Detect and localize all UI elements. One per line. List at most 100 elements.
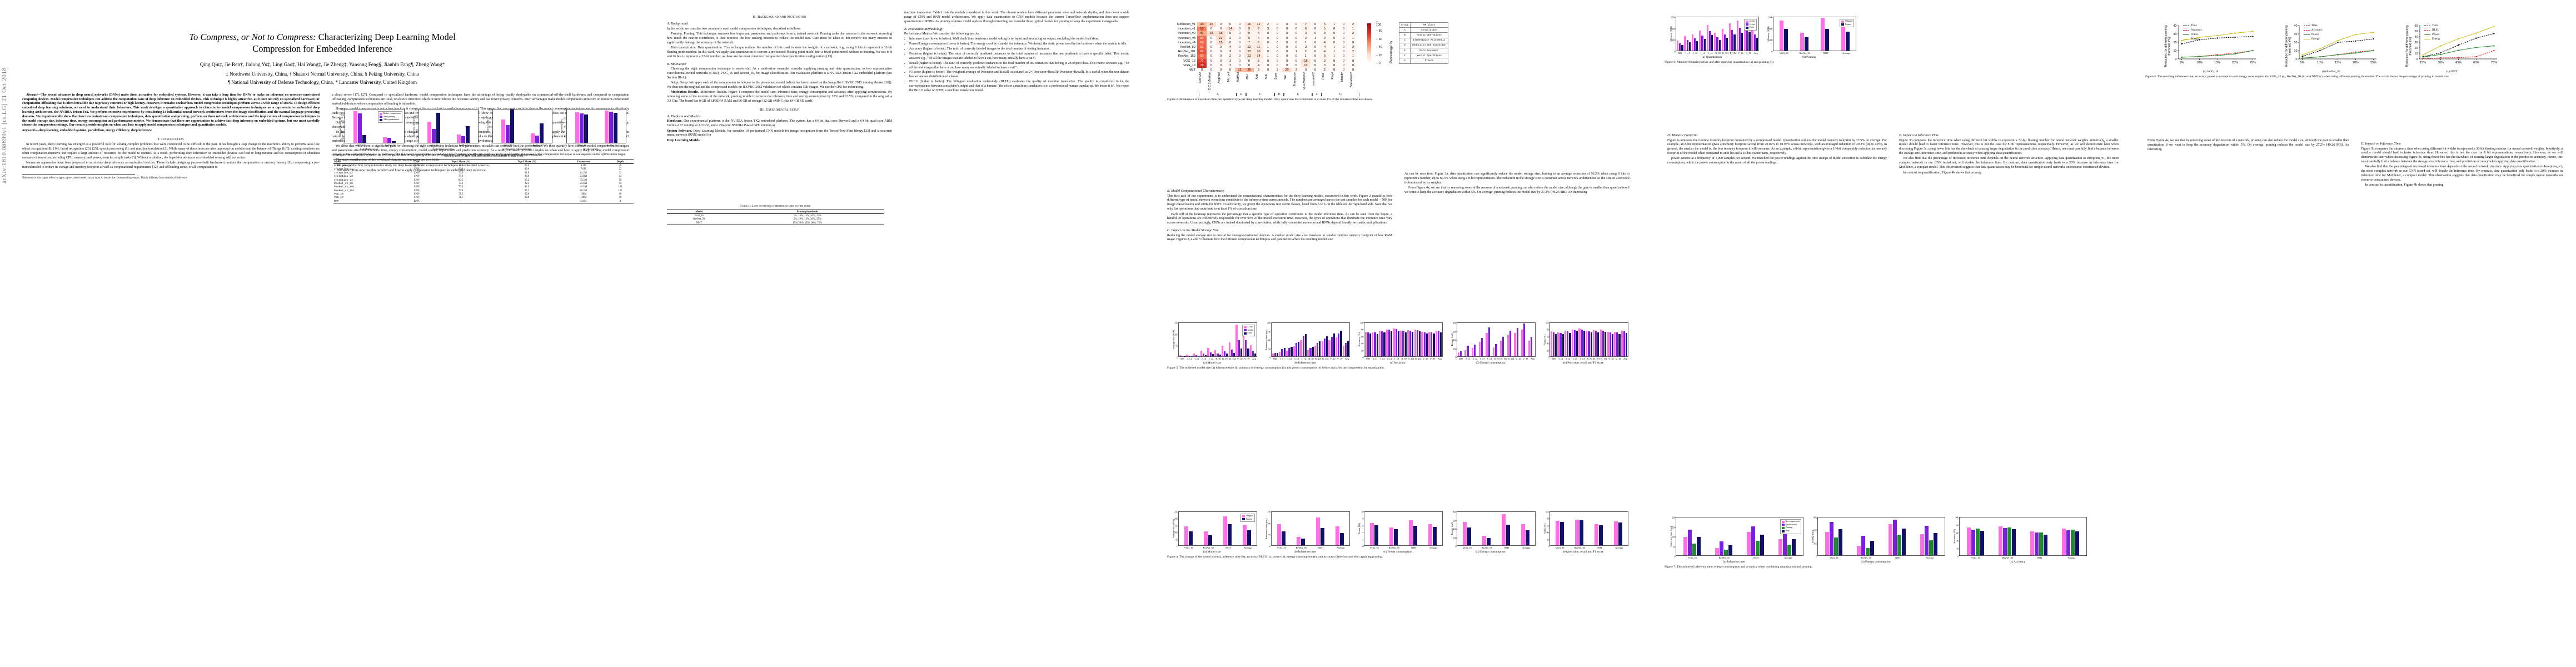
bar-group	[1564, 323, 1571, 356]
page3-col-left: machine translation. Table I lists the m…	[1167, 11, 1392, 243]
heatmap-cell: 1	[1329, 22, 1339, 27]
heatmap-cell: 2	[1225, 63, 1235, 68]
x-axis-tick: NMT	[1596, 546, 1602, 549]
s3a-software-text: Deep Learning Models. We consider 10 pre…	[667, 129, 892, 137]
bar	[1367, 332, 1369, 356]
page1-col-left: Abstract—The recent advances in deep neu…	[22, 93, 320, 180]
keywords-list: deep learning, embedded systems, paralle…	[39, 128, 152, 132]
x-axis-tick: I_v3	[1480, 357, 1485, 360]
bar-chart: Accuracy (%) 0 20 40 60 80 100 VGG_16 ResNet_50 N…	[1953, 516, 2087, 559]
bar	[1778, 539, 1782, 555]
bar	[1607, 331, 1609, 356]
heatmap-cell: 0	[1329, 40, 1339, 45]
chart-plot-area: Energy (mJ) 0 200 400 600 800 VGG_16 ResNet_50 N…	[1451, 511, 1536, 549]
heatmap-column-label: Conv2D	[1199, 72, 1202, 83]
list-item: F1 score (higher is better). The weighte…	[909, 71, 1129, 79]
legend-swatch	[379, 112, 382, 115]
s2b-para-1: Choosing the right compression technique…	[667, 67, 892, 79]
heatmap-column-label: Tile	[1284, 74, 1287, 80]
bar	[1247, 348, 1249, 356]
bar	[1721, 28, 1723, 51]
bar-group	[1857, 517, 1874, 555]
page2-col-left: II. Background and Motivation A. Backgro…	[667, 11, 892, 144]
bar	[1528, 341, 1530, 356]
legend-label: After quantization	[383, 118, 400, 121]
bar	[1623, 331, 1626, 356]
bar	[1580, 520, 1583, 545]
heatmap-cell: 3	[1320, 36, 1329, 41]
table-cell: ResNet_50	[693, 218, 705, 221]
x-axis-tick: R_101	[1593, 357, 1600, 360]
bar	[1530, 337, 1533, 356]
heatmap-cell: 19	[1207, 31, 1216, 36]
op-class-table: Group OP Class A Convolution B Matrix Operat…	[1398, 22, 1448, 64]
heatmap-cell: 72	[1197, 58, 1207, 63]
page-1: arXiv:1810.08899v1 [cs.LG] 21 Oct 2018 T…	[0, 0, 645, 667]
bar	[1219, 355, 1221, 356]
bar-group	[531, 109, 544, 143]
table-cell: –	[427, 200, 494, 204]
bar-group	[1279, 323, 1285, 356]
x-axis-tick: Avg	[1530, 357, 1535, 360]
svg-text:30: 30	[2415, 41, 2418, 44]
bar	[1277, 524, 1281, 545]
bar	[1681, 44, 1683, 51]
heatmap-column-header: Sum	[1274, 72, 1284, 93]
bar	[1214, 350, 1217, 356]
bar	[1550, 331, 1552, 356]
bar	[540, 123, 544, 143]
table-cell: 25.6M	[580, 182, 587, 185]
bar-group	[1550, 323, 1557, 356]
bar	[1393, 328, 1395, 356]
svg-text:10%: 10%	[2317, 61, 2323, 64]
bar	[1583, 331, 1586, 356]
x-axis-tick: Average	[1926, 556, 1934, 559]
heatmap-row: VGG_16 72 0 0 2 0 0 5 0 0 0 0 18 0 3 0 0 0	[1167, 58, 1359, 63]
p5-para-5: In contrast to quantification, Figure 4b…	[2365, 183, 2444, 187]
bar-group-container	[1364, 323, 1442, 356]
bar	[1728, 545, 1732, 555]
bar-group	[1272, 323, 1279, 356]
bar-group	[1920, 517, 1937, 555]
heatmap-cell: 0	[1292, 63, 1301, 68]
y-axis-tick: 80	[1547, 517, 1549, 520]
figure-5: 0 10 20 30 40 5% 10% 15% 20% 25% Reduction for dif…	[2145, 22, 2568, 79]
legend-entry: 32 bits	[1745, 20, 1755, 23]
chart-plot-area: Memory (MB) 0 400 800 1200 VGG_16 ResNet_50 NMT…	[1767, 16, 1856, 54]
heatmap-group-cell: A	[1199, 93, 1237, 97]
list-item: Precision (higher is better). The ratio …	[909, 52, 1129, 61]
x-axis-tick: VGG_16	[1779, 51, 1788, 54]
x-axis-tick: R_152	[1508, 357, 1514, 360]
y-axis-tick: 0	[1362, 545, 1364, 548]
bar	[1221, 346, 1224, 356]
table-cell: CNN	[413, 175, 420, 178]
bar-group	[1571, 323, 1578, 356]
table-cell: 92.9	[524, 186, 530, 189]
table-cell: CNN	[413, 186, 420, 189]
svg-text:30%: 30%	[2438, 61, 2444, 64]
heatmap-cell: 6	[1320, 22, 1329, 27]
bar	[535, 135, 539, 143]
bar	[1486, 333, 1488, 356]
heatmap-cell: 61	[1197, 44, 1207, 50]
y-axis-tick: 400	[1453, 527, 1457, 531]
heatmap-group-cell: B	[1237, 93, 1246, 97]
table-1-header-cell: Depth	[607, 159, 634, 165]
colorbar-tick: – 80	[1376, 29, 1382, 33]
legend-entry: Pruning	[1781, 526, 1800, 530]
heatmap-cell: 3	[1320, 63, 1329, 68]
bar	[1481, 337, 1483, 356]
heatmap-cell: 12	[1301, 63, 1311, 68]
chart-cell: Memory (MB) 0 400 800 1200 VGG_16 ResNet_50 NMT…	[1762, 16, 1856, 59]
x-axis-tick: V_19	[1244, 357, 1250, 360]
table-cell: VGG_16	[334, 193, 343, 196]
table-cell: 16	[619, 193, 622, 196]
bar-chart: Memory (MB) 0 400 800 1200 MN I_v1 I_v2 I_v3 I_v4…	[1670, 16, 1759, 54]
heatmap-cell: 33	[1197, 22, 1207, 27]
s2a-quant-text: Data quantization. This technique reduce…	[667, 46, 892, 58]
heatmap-cell: 0	[1329, 36, 1339, 41]
title-line1-italic: To Compress, or Not to Compress:	[189, 32, 316, 42]
x-axis-tick: I_v2	[1473, 357, 1478, 360]
bar	[1691, 34, 1694, 51]
bar	[1614, 331, 1616, 356]
